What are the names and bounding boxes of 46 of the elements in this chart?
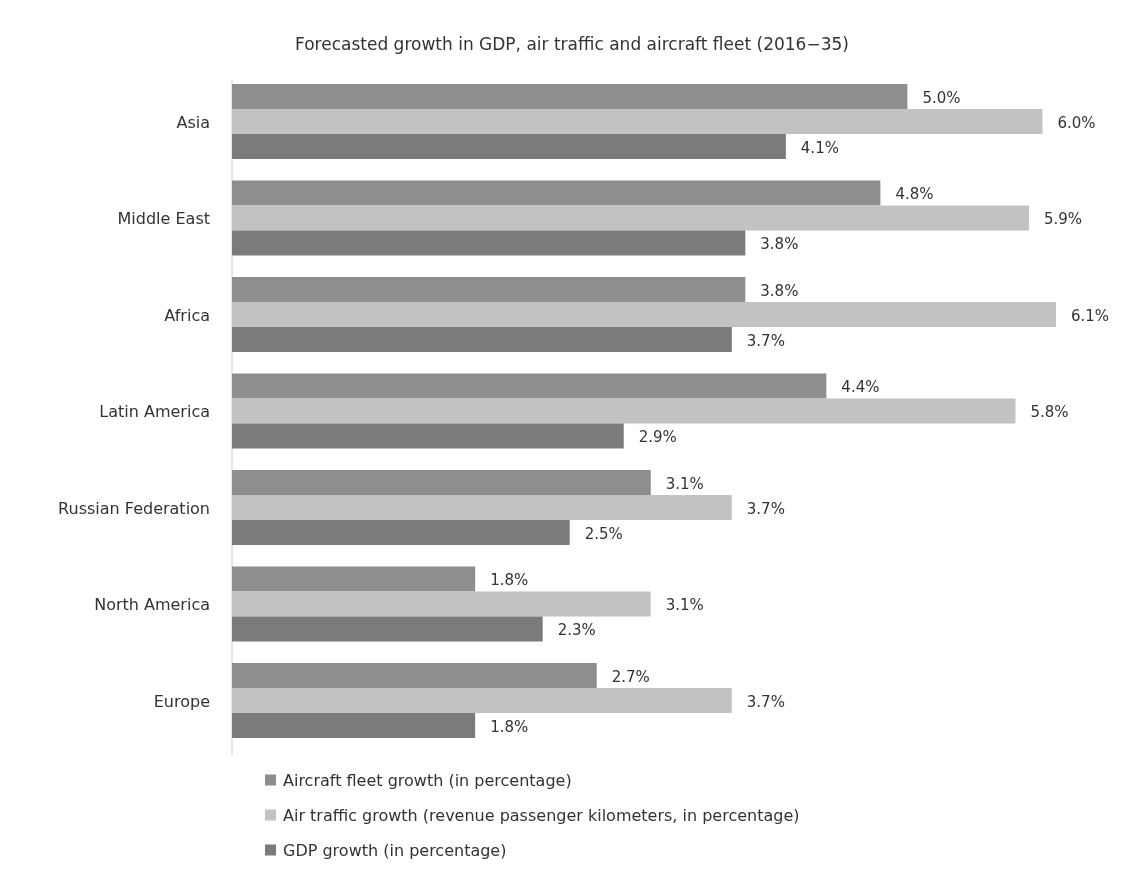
data-label: 1.8% bbox=[490, 571, 529, 589]
data-label: 6.1% bbox=[1071, 306, 1110, 325]
bar bbox=[232, 520, 570, 545]
legend-label: Aircraft fleet growth (in percentage) bbox=[283, 770, 572, 790]
data-label: 2.7% bbox=[611, 667, 650, 686]
legend-label: GDP growth (in percentage) bbox=[283, 840, 507, 860]
bar bbox=[232, 373, 827, 399]
y-tick-label: Europe bbox=[153, 691, 210, 711]
data-label: 4.1% bbox=[800, 138, 839, 157]
data-label: 3.7% bbox=[746, 331, 785, 350]
bar bbox=[232, 134, 786, 159]
y-tick-label: Africa bbox=[164, 305, 210, 325]
data-label: 2.3% bbox=[557, 621, 596, 639]
bar bbox=[232, 663, 597, 688]
data-label: 5.9% bbox=[1043, 210, 1083, 228]
y-tick-label: Russian Federation bbox=[58, 498, 210, 518]
y-tick-label: North America bbox=[94, 595, 210, 614]
data-label: 5.8% bbox=[1030, 403, 1069, 421]
data-label: 3.1% bbox=[665, 596, 704, 614]
bar bbox=[232, 423, 624, 449]
y-tick-label: Asia bbox=[176, 112, 210, 132]
data-label: 1.8% bbox=[490, 717, 529, 736]
bar bbox=[232, 616, 543, 642]
data-label: 3.1% bbox=[665, 474, 704, 493]
legend-label: Air traffic growth (revenue passenger kilometers, in percentage) bbox=[283, 805, 800, 825]
bar bbox=[232, 180, 881, 206]
data-label: 6.0% bbox=[1057, 113, 1096, 132]
data-label: 2.5% bbox=[584, 524, 623, 543]
bar bbox=[232, 327, 732, 352]
data-label: 3.8% bbox=[760, 235, 799, 253]
data-label: 5.0% bbox=[922, 88, 961, 107]
data-label: 2.9% bbox=[638, 428, 677, 446]
data-label: 3.7% bbox=[746, 692, 785, 711]
data-label: 3.8% bbox=[760, 281, 799, 300]
data-label: 4.8% bbox=[895, 185, 934, 203]
y-tick-label: Latin America bbox=[99, 402, 210, 421]
bar bbox=[232, 84, 908, 109]
bar bbox=[232, 277, 746, 302]
bar bbox=[232, 230, 746, 256]
bar bbox=[232, 470, 651, 495]
data-label: 3.7% bbox=[746, 499, 785, 518]
bar bbox=[232, 713, 476, 738]
y-tick-label: Middle East bbox=[117, 209, 210, 228]
bar bbox=[232, 566, 476, 592]
data-label: 4.4% bbox=[841, 378, 880, 396]
chart-title: Forecasted growth in GDP, air traffic and aircraft fleet (2016−35) bbox=[295, 34, 849, 54]
